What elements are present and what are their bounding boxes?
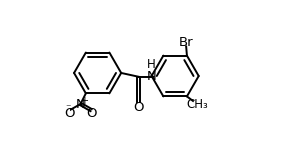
Text: O: O (65, 107, 75, 120)
Text: ⁻: ⁻ (65, 104, 71, 114)
Text: Br: Br (179, 36, 194, 49)
Text: +: + (80, 96, 88, 106)
Text: O: O (133, 101, 144, 114)
Text: O: O (86, 107, 96, 120)
Text: N: N (147, 70, 156, 83)
Text: H: H (147, 58, 156, 71)
Text: CH₃: CH₃ (187, 97, 208, 111)
Text: N: N (76, 97, 85, 111)
